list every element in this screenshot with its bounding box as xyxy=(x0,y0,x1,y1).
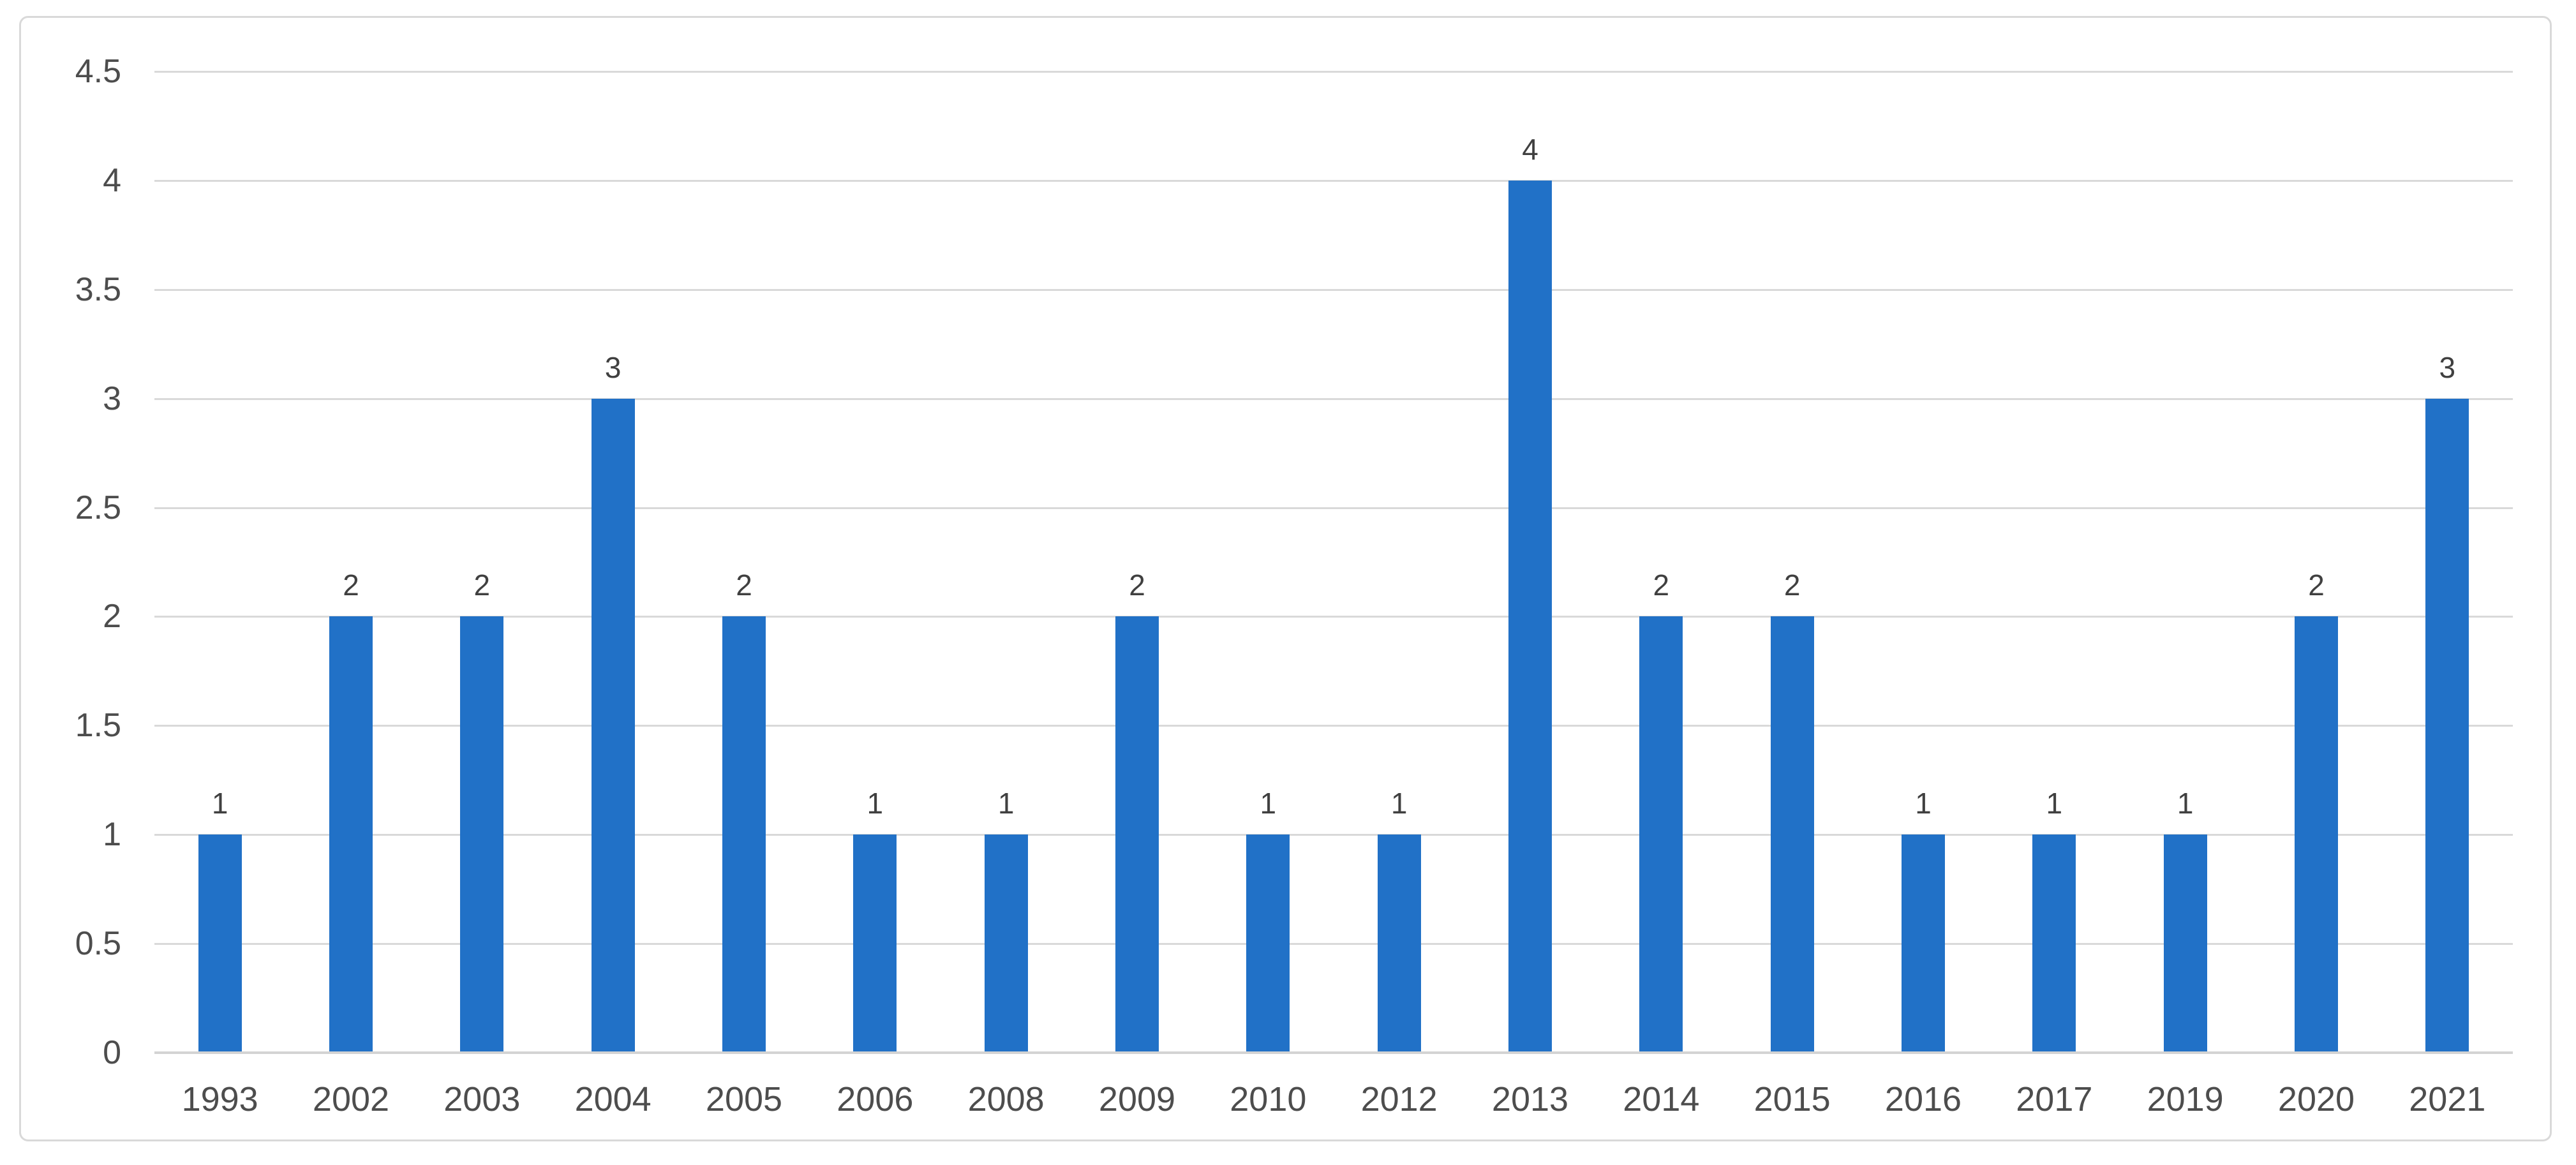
bar-2016 xyxy=(1902,835,1945,1053)
bar-value-label-2014: 2 xyxy=(1653,568,1670,602)
gridline-1.5 xyxy=(154,725,2513,727)
gridline-3.5 xyxy=(154,288,2513,291)
bar-2003 xyxy=(460,616,504,1053)
bar-2010 xyxy=(1246,835,1290,1053)
bar-2002 xyxy=(329,616,373,1053)
bar-value-label-2017: 1 xyxy=(2046,787,2063,820)
x-axis-label-2009: 2009 xyxy=(1098,1080,1176,1118)
x-axis-label-2020: 2020 xyxy=(2277,1080,2355,1118)
bar-value-label-2019: 1 xyxy=(2177,787,2194,820)
y-axis-label-1.5: 1.5 xyxy=(75,707,121,745)
bar-value-label-2003: 2 xyxy=(473,568,491,602)
x-axis-label-2019: 2019 xyxy=(2147,1080,2224,1118)
chart-frame: 0 0.5 1 1.5 2 2.5 3 3.5 4 4.5 1 1993 2 2002 2 2003 3 2004… xyxy=(19,16,2552,1141)
y-axis-label-0: 0 xyxy=(103,1034,121,1071)
bar-value-label-2006: 1 xyxy=(867,787,884,820)
gridline-3 xyxy=(154,397,2513,400)
bar-2006 xyxy=(853,835,897,1053)
x-axis-label-2002: 2002 xyxy=(312,1080,390,1118)
bar-value-label-2005: 2 xyxy=(736,568,752,602)
bar-value-label-2009: 2 xyxy=(1129,568,1145,602)
y-axis-label-2: 2 xyxy=(103,598,121,635)
gridline-0.5 xyxy=(154,943,2513,946)
y-axis-label-4: 4 xyxy=(103,161,121,199)
x-axis-label-1993: 1993 xyxy=(181,1080,258,1118)
bar-2020 xyxy=(2295,616,2338,1053)
x-axis-label-2012: 2012 xyxy=(1360,1080,1438,1118)
bar-2005 xyxy=(722,616,766,1053)
bar-2008 xyxy=(984,835,1028,1053)
y-axis-label-4.5: 4.5 xyxy=(75,53,121,90)
gridline-1 xyxy=(154,834,2513,836)
gridline-4 xyxy=(154,179,2513,182)
bar-2015 xyxy=(1770,616,1814,1053)
bar-value-label-2004: 3 xyxy=(604,350,622,384)
bar-2021 xyxy=(2425,398,2469,1053)
bar-2019 xyxy=(2163,835,2207,1053)
bar-value-label-2008: 1 xyxy=(997,787,1015,820)
x-axis-label-2003: 2003 xyxy=(443,1080,521,1118)
bar-value-label-2015: 2 xyxy=(1783,568,1801,602)
bar-value-label-2002: 2 xyxy=(343,568,359,602)
y-axis-label-3: 3 xyxy=(103,380,121,417)
bar-value-label-2021: 3 xyxy=(2439,350,2456,384)
gridline-2 xyxy=(154,616,2513,618)
bar-2014 xyxy=(1639,616,1683,1053)
bar-2013 xyxy=(1508,180,1552,1053)
bar-value-label-2013: 4 xyxy=(1522,132,1538,166)
x-axis-label-2010: 2010 xyxy=(1230,1080,1307,1118)
bar-value-label-2016: 1 xyxy=(1915,787,1932,820)
bar-2012 xyxy=(1377,835,1421,1053)
gridline-2.5 xyxy=(154,507,2513,509)
bar-2004 xyxy=(591,398,635,1053)
bar-2009 xyxy=(1115,616,1159,1053)
bar-value-label-2020: 2 xyxy=(2308,568,2325,602)
x-axis-label-2017: 2017 xyxy=(2016,1080,2093,1118)
x-axis-label-2016: 2016 xyxy=(1884,1080,1962,1118)
x-axis-label-2005: 2005 xyxy=(705,1080,783,1118)
x-axis-label-2015: 2015 xyxy=(1753,1080,1831,1118)
x-axis-label-2013: 2013 xyxy=(1491,1080,1569,1118)
bar-value-label-1993: 1 xyxy=(211,787,228,820)
y-axis-label-2.5: 2.5 xyxy=(75,489,121,526)
gridline-4.5 xyxy=(154,71,2513,73)
bar-value-label-2010: 1 xyxy=(1260,787,1277,820)
y-axis-label-1: 1 xyxy=(103,816,121,854)
x-axis-label-2006: 2006 xyxy=(837,1080,914,1118)
y-axis-label-0.5: 0.5 xyxy=(75,925,121,963)
x-axis-label-2021: 2021 xyxy=(2409,1080,2486,1118)
x-axis-label-2014: 2014 xyxy=(1623,1080,1700,1118)
bar-value-label-2012: 1 xyxy=(1390,787,1408,820)
bar-2017 xyxy=(2032,835,2076,1053)
x-axis-label-2004: 2004 xyxy=(574,1080,651,1118)
x-axis-line xyxy=(154,1051,2513,1054)
y-axis-label-3.5: 3.5 xyxy=(75,271,121,308)
x-axis-label-2008: 2008 xyxy=(967,1080,1045,1118)
bar-1993 xyxy=(198,835,242,1053)
